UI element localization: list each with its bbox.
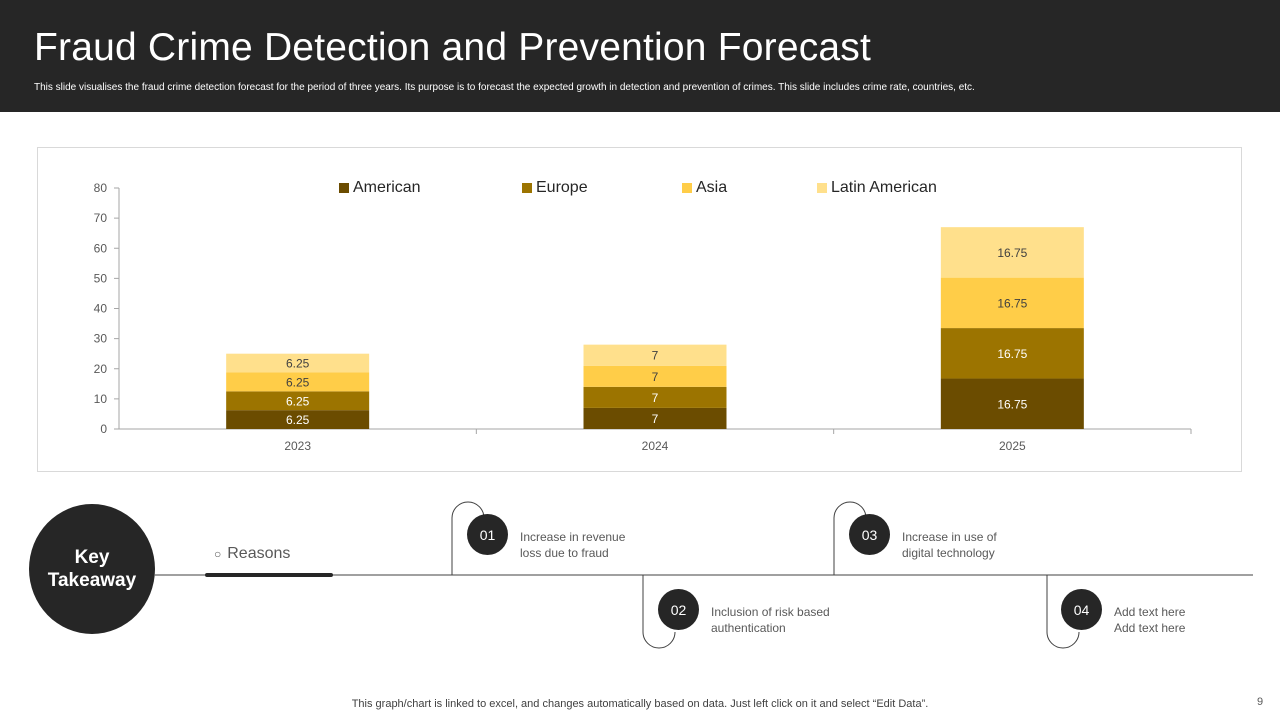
bar-europe-2023[interactable] — [226, 391, 370, 411]
step-02-line1: Inclusion of risk based — [711, 605, 830, 619]
legend-label-asia: Asia — [696, 179, 728, 196]
legend-label-american: American — [353, 179, 421, 196]
bar-latin-american-2023[interactable] — [226, 353, 370, 373]
y-tick-label: 50 — [94, 271, 108, 285]
reasons-text: Reasons — [227, 545, 291, 562]
bar-american-2025[interactable] — [940, 378, 1084, 429]
y-tick-label: 10 — [94, 392, 108, 406]
timeline-loop-03 — [833, 501, 867, 575]
data-label: 7 — [652, 370, 659, 384]
header-bar: Fraud Crime Detection and Prevention For… — [0, 0, 1280, 112]
data-label: 16.75 — [997, 397, 1027, 411]
y-tick-label: 60 — [94, 241, 108, 255]
legend-latin-american: Latin American — [817, 178, 937, 198]
bar-asia-2024[interactable] — [583, 365, 727, 387]
legend-europe: Europe — [522, 178, 588, 198]
x-tick-label: 2023 — [284, 439, 311, 453]
data-label: 6.25 — [286, 357, 310, 371]
data-label: 6.25 — [286, 375, 310, 389]
legend-swatch-europe — [522, 183, 532, 193]
bar-american-2023[interactable] — [226, 410, 370, 429]
y-tick-label: 30 — [94, 332, 108, 346]
legend-label-europe: Europe — [536, 179, 588, 196]
step-number-03: 03 — [849, 514, 890, 555]
bar-europe-2024[interactable] — [583, 386, 727, 408]
data-label: 16.75 — [997, 246, 1027, 260]
timeline-loop-02 — [642, 575, 676, 649]
step-number-02: 02 — [658, 589, 699, 630]
bar-american-2024[interactable] — [583, 407, 727, 429]
y-tick-label: 70 — [94, 211, 108, 225]
bar-europe-2025[interactable] — [940, 328, 1084, 379]
data-label: 16.75 — [997, 347, 1027, 361]
step-04-line2: Add text here — [1114, 621, 1186, 635]
key-takeaway-badge: Key Takeaway — [29, 504, 155, 634]
bar-asia-2025[interactable] — [940, 277, 1084, 329]
step-03-line2: digital technology — [902, 546, 995, 560]
timeline-loop-01 — [451, 501, 485, 575]
step-number-01: 01 — [467, 514, 508, 555]
step-01-line2: loss due to fraud — [520, 546, 609, 560]
stacked-bar-chart[interactable]: 0 10 20 30 40 50 60 70 80 6.25 6.25 6.25 6.25 2023 7 7 7… — [0, 0, 1280, 480]
bar-latin-american-2025[interactable] — [940, 227, 1084, 278]
bar-asia-2023[interactable] — [226, 372, 370, 392]
legend-american: American — [339, 178, 421, 198]
step-04-line1: Add text here — [1114, 605, 1186, 619]
slide-title: Fraud Crime Detection and Prevention For… — [34, 26, 872, 69]
y-tick-label: 40 — [94, 302, 108, 316]
legend-label-latin-american: Latin American — [831, 179, 937, 196]
step-number-04: 04 — [1061, 589, 1102, 630]
legend-swatch-latin-american — [817, 183, 827, 193]
page-number: 9 — [1257, 696, 1264, 708]
data-label: 16.75 — [997, 296, 1027, 310]
legend-swatch-american — [339, 183, 349, 193]
circle-bullet-icon: ○ — [214, 547, 222, 561]
step-text-03: Increase in use of digital technology — [902, 529, 997, 561]
chart-frame[interactable] — [37, 147, 1242, 472]
legend-asia: Asia — [682, 178, 727, 198]
data-label: 7 — [652, 349, 659, 363]
step-text-02: Inclusion of risk based authentication — [711, 604, 830, 636]
footer-note: This graph/chart is linked to excel, and… — [351, 698, 929, 710]
reasons-underline — [205, 573, 333, 577]
y-tick-label: 0 — [100, 422, 107, 436]
timeline-loop-04 — [1046, 575, 1080, 649]
y-tick-label: 20 — [94, 362, 108, 376]
bar-latin-american-2024[interactable] — [583, 344, 727, 366]
x-tick-label: 2024 — [642, 439, 669, 453]
key-takeaway-line2: Takeaway — [47, 570, 137, 591]
reasons-label: ○ Reasons — [214, 545, 290, 563]
y-tick-label: 80 — [94, 181, 108, 195]
data-label: 7 — [652, 412, 659, 426]
step-02-line2: authentication — [711, 621, 786, 635]
step-text-04: Add text here Add text here — [1114, 604, 1185, 636]
data-label: 6.25 — [286, 413, 310, 427]
key-takeaway-line1: Key — [74, 547, 110, 568]
step-text-01: Increase in revenue loss due to fraud — [520, 529, 625, 561]
data-label: 7 — [652, 391, 659, 405]
legend-swatch-asia — [682, 183, 692, 193]
data-label: 6.25 — [286, 394, 310, 408]
x-tick-label: 2025 — [999, 439, 1026, 453]
step-03-line1: Increase in use of — [902, 530, 997, 544]
slide-subtitle: This slide visualises the fraud crime de… — [34, 82, 975, 93]
step-01-line1: Increase in revenue — [520, 530, 626, 544]
